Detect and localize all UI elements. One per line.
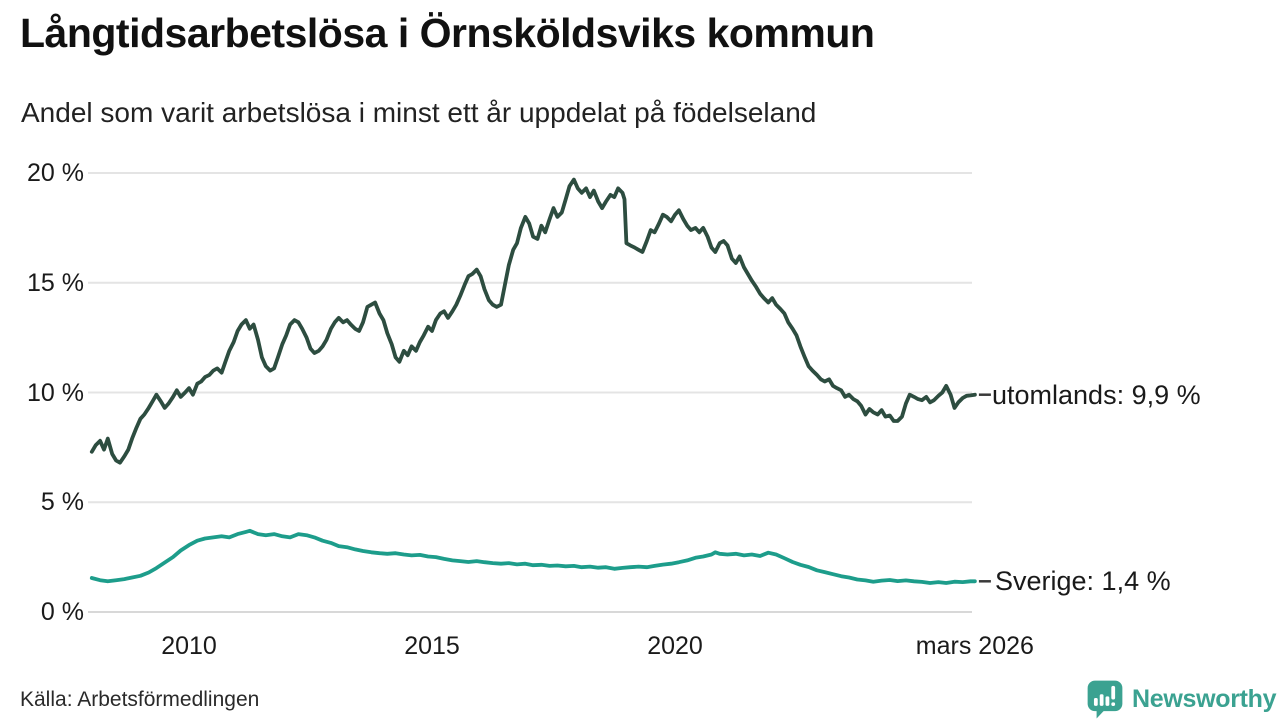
series-label-sverige: Sverige: 1,4 % [995,566,1171,597]
series-line-utomlands [89,177,977,465]
source-note: Källa: Arbetsförmedlingen [20,688,260,711]
series-line-Sverige [89,528,977,585]
newsworthy-brand: Newsworthy [1086,679,1277,719]
newsworthy-wordmark: Newsworthy [1132,684,1277,713]
newsworthy-bubble-chart-icon [1087,680,1123,719]
page-subtitle: Andel som varit arbetslösa i minst ett å… [21,97,817,128]
series-label-utomlands: utomlands: 9,9 % [992,379,1201,410]
page-title: Långtidsarbetslösa i Örnsköldsviks kommu… [20,10,875,56]
